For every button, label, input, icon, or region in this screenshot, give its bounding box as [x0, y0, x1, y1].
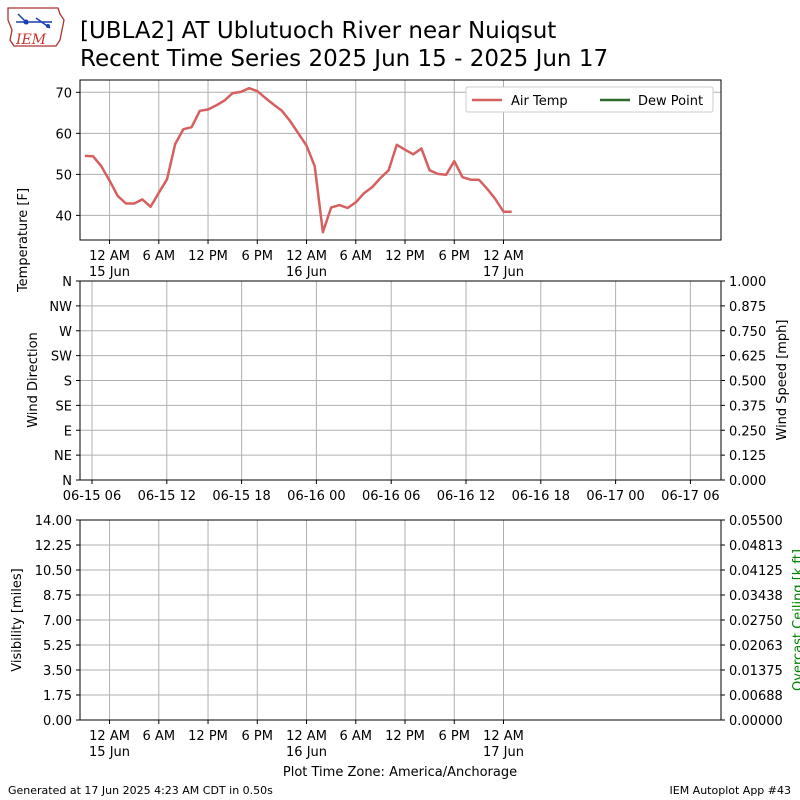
iem-logo: IEM	[7, 7, 65, 48]
ceiling-tick-label: 0.00000	[729, 714, 783, 729]
temp-xtick-date: 15 Jun	[89, 265, 130, 280]
wind-direction-tick-label: S	[64, 375, 72, 390]
generated-timestamp: Generated at 17 Jun 2025 4:23 AM CDT in …	[8, 784, 273, 797]
wind-xtick-label: 06-17 06	[661, 489, 719, 504]
wind-speed-tick-label: 0.500	[729, 375, 766, 390]
logo-text: IEM	[15, 32, 47, 48]
visibility-tick-label: 3.50	[43, 664, 72, 679]
legend-dew-point: Dew Point	[638, 94, 703, 109]
vis-xtick-label: 12 AM	[286, 729, 327, 744]
legend: Air Temp Dew Point	[465, 86, 714, 113]
wind-speed-tick-label: 0.750	[729, 325, 766, 340]
wind-xtick-label: 06-15 06	[63, 489, 121, 504]
ceiling-tick-label: 0.02750	[729, 614, 783, 629]
visibility-tick-label: 10.50	[35, 564, 72, 579]
ceiling-axis-label: Overcast Ceiling [k ft]	[791, 549, 800, 691]
temp-xtick-date: 17 Jun	[483, 265, 524, 280]
air-temp-line	[84, 86, 512, 234]
temp-ytick-label: 40	[55, 209, 72, 224]
chart-title-line1: [UBLA2] AT Ublutuoch River near Nuiqsut	[80, 18, 556, 44]
visibility-tick-label: 1.75	[43, 689, 72, 704]
visibility-tick-label: 5.25	[43, 639, 72, 654]
temp-xtick-label: 12 AM	[286, 249, 327, 264]
temp-ytick-label: 50	[55, 168, 72, 183]
wind-xtick-label: 06-15 12	[138, 489, 196, 504]
vis-xtick-label: 6 PM	[439, 729, 470, 744]
vis-xtick-label: 6 AM	[340, 729, 373, 744]
legend-air-temp: Air Temp	[511, 94, 568, 109]
wind-speed-tick-label: 0.000	[729, 474, 766, 489]
wind-xtick-label: 06-15 18	[212, 489, 270, 504]
wind-speed-tick-label: 0.375	[729, 399, 766, 414]
wind-direction-tick-label: N	[62, 275, 72, 290]
app-label: IEM Autoplot App #43	[670, 784, 792, 797]
temp-xtick-label: 6 AM	[340, 249, 373, 264]
temp-xtick-label: 6 PM	[439, 249, 470, 264]
wind-direction-tick-label: NW	[49, 300, 72, 315]
ceiling-tick-label: 0.04125	[729, 564, 783, 579]
ceiling-tick-label: 0.00688	[729, 689, 783, 704]
temp-xtick-label: 6 PM	[242, 249, 273, 264]
vis-xtick-label: 6 PM	[242, 729, 273, 744]
temperature-axis-label: Temperature [F]	[16, 188, 31, 293]
time-zone-label: Plot Time Zone: America/Anchorage	[283, 765, 517, 780]
vis-xtick-label: 12 AM	[483, 729, 524, 744]
wind-xtick-label: 06-17 00	[586, 489, 644, 504]
temperature-plot-frame	[79, 79, 722, 241]
vis-xtick-label: 12 PM	[385, 729, 425, 744]
wind-speed-tick-label: 0.875	[729, 300, 766, 315]
temp-xtick-label: 6 AM	[143, 249, 176, 264]
wind-direction-tick-label: NE	[54, 449, 72, 464]
wind-panel: N NE E SE S SW W NW N 0.000 0.125 0.250 0.375 0.500 0…	[26, 275, 790, 504]
wind-xtick-label: 06-16 12	[437, 489, 495, 504]
wind-speed-tick-label: 1.000	[729, 275, 766, 290]
vis-xtick-label: 6 AM	[143, 729, 176, 744]
wind-speed-tick-label: 0.250	[729, 424, 766, 439]
vis-xtick-label: 12 AM	[89, 729, 130, 744]
temp-xtick-label: 12 PM	[385, 249, 425, 264]
vis-xtick-date: 15 Jun	[89, 745, 130, 760]
temp-xtick-label: 12 AM	[483, 249, 524, 264]
visibility-tick-label: 0.00	[43, 714, 72, 729]
visibility-tick-label: 7.00	[43, 614, 72, 629]
wind-xtick-label: 06-16 06	[362, 489, 420, 504]
temp-xtick-label: 12 AM	[89, 249, 130, 264]
visibility-panel: 0.001.753.505.257.008.7510.5012.2514.00 …	[10, 514, 800, 760]
wind-speed-tick-label: 0.125	[729, 449, 766, 464]
wind-speed-axis-label: Wind Speed [mph]	[775, 320, 790, 441]
ceiling-tick-label: 0.01375	[729, 664, 783, 679]
visibility-tick-label: 12.25	[35, 539, 72, 554]
ceiling-tick-label: 0.04813	[729, 539, 783, 554]
wind-xtick-label: 06-16 00	[287, 489, 345, 504]
visibility-axis-label: Visibility [miles]	[10, 568, 25, 671]
temp-xtick-label: 12 PM	[188, 249, 228, 264]
vis-xtick-date: 17 Jun	[483, 745, 524, 760]
wind-direction-tick-label: SW	[51, 350, 72, 365]
wind-direction-axis-label: Wind Direction	[26, 332, 41, 428]
temp-ytick-label: 60	[55, 127, 72, 142]
vis-xtick-date: 16 Jun	[286, 745, 327, 760]
wind-direction-tick-label: E	[64, 424, 72, 439]
vis-xtick-label: 12 PM	[188, 729, 228, 744]
wind-xtick-label: 06-16 18	[512, 489, 570, 504]
ceiling-tick-label: 0.03438	[729, 589, 783, 604]
wind-direction-tick-label: W	[59, 325, 72, 340]
visibility-tick-label: 14.00	[35, 514, 72, 529]
wind-direction-tick-label: SE	[56, 399, 72, 414]
wind-speed-tick-label: 0.625	[729, 350, 766, 365]
chart-title-line2: Recent Time Series 2025 Jun 15 - 2025 Ju…	[80, 46, 608, 72]
temp-ytick-label: 70	[55, 86, 72, 101]
visibility-tick-label: 8.75	[43, 589, 72, 604]
ceiling-tick-label: 0.02063	[729, 639, 783, 654]
temp-xtick-date: 16 Jun	[286, 265, 327, 280]
ceiling-tick-label: 0.05500	[729, 514, 783, 529]
wind-direction-tick-label: N	[62, 474, 72, 489]
